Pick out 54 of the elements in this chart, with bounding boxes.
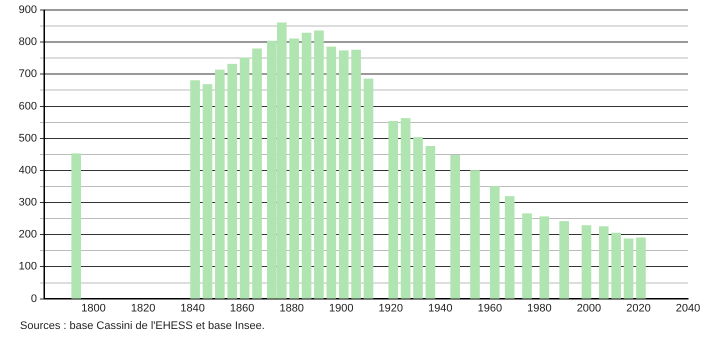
y-tick-label: 700 bbox=[18, 68, 37, 80]
source-note: Sources : base Cassini de l'EHESS et base Insee. bbox=[20, 320, 265, 332]
bar bbox=[450, 155, 460, 299]
y-tick-label: 300 bbox=[18, 196, 37, 209]
y-tick-label: 400 bbox=[18, 164, 37, 176]
x-tick-label: 2020 bbox=[626, 302, 651, 314]
bar bbox=[314, 30, 324, 299]
x-tick-label: 1820 bbox=[130, 302, 156, 314]
bar bbox=[559, 221, 569, 299]
x-tick-label: 1900 bbox=[328, 302, 354, 314]
y-tick-label: 800 bbox=[18, 36, 37, 48]
bar bbox=[624, 238, 634, 299]
bar bbox=[490, 186, 500, 299]
x-tick-label: 1880 bbox=[279, 302, 304, 314]
bar bbox=[227, 64, 238, 299]
x-tick-label: 1800 bbox=[81, 302, 106, 314]
x-tick-label: 2000 bbox=[576, 302, 602, 314]
x-tick-label: 1960 bbox=[478, 302, 502, 314]
bar bbox=[289, 38, 299, 299]
x-tick-label: 1920 bbox=[378, 302, 404, 314]
bar bbox=[426, 146, 436, 299]
bar bbox=[400, 118, 410, 299]
bar bbox=[470, 170, 480, 299]
bar bbox=[71, 153, 82, 299]
bar bbox=[636, 238, 646, 299]
bar bbox=[522, 213, 532, 299]
bar bbox=[202, 84, 212, 299]
y-tick-label: 600 bbox=[18, 100, 37, 112]
bar bbox=[611, 232, 621, 299]
bar bbox=[388, 121, 398, 299]
bar bbox=[190, 80, 200, 299]
y-tick-label: 100 bbox=[18, 260, 37, 273]
y-tick-label: 0 bbox=[30, 292, 37, 305]
bar bbox=[302, 32, 312, 299]
bar bbox=[240, 58, 250, 299]
bar bbox=[326, 46, 336, 299]
bar bbox=[338, 50, 349, 299]
y-tick-label: 200 bbox=[18, 228, 37, 241]
y-tick-label: 500 bbox=[18, 132, 37, 144]
bar bbox=[215, 70, 225, 299]
x-tick-label: 1860 bbox=[230, 302, 254, 314]
x-tick-label: 1940 bbox=[428, 302, 453, 314]
x-tick-label: 1980 bbox=[527, 302, 552, 314]
bar bbox=[351, 50, 361, 299]
bar bbox=[598, 226, 609, 299]
x-tick-label: 1840 bbox=[180, 302, 205, 314]
bar bbox=[364, 78, 374, 299]
y-tick-label: 900 bbox=[18, 4, 37, 16]
bar bbox=[504, 196, 514, 299]
bar bbox=[252, 48, 262, 299]
bar bbox=[582, 225, 592, 299]
bar bbox=[413, 137, 423, 299]
bar bbox=[540, 216, 550, 299]
x-tick-label: 2040 bbox=[676, 302, 700, 314]
